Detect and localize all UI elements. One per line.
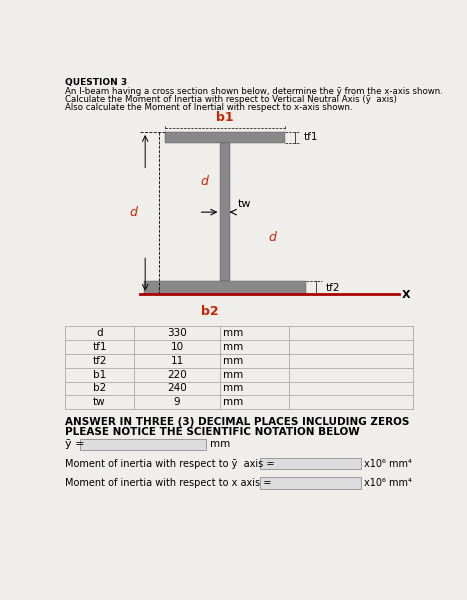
Text: 9: 9 — [174, 397, 180, 407]
Text: An I-beam having a cross section shown below, determine the ȳ from the x-axis sh: An I-beam having a cross section shown b… — [64, 88, 442, 97]
Text: Moment of inertia with respect to ȳ  axis =: Moment of inertia with respect to ȳ axis… — [64, 458, 274, 469]
Text: tf1: tf1 — [92, 342, 106, 352]
Bar — [165, 132, 285, 143]
Text: x10⁶ mm⁴: x10⁶ mm⁴ — [364, 458, 411, 469]
Text: X: X — [402, 290, 410, 299]
Text: ȳ =: ȳ = — [64, 439, 84, 449]
Bar — [220, 143, 230, 281]
Text: x10⁶ mm⁴: x10⁶ mm⁴ — [364, 478, 411, 488]
Text: 11: 11 — [170, 356, 184, 366]
Text: d: d — [129, 206, 137, 220]
Text: mm: mm — [223, 383, 244, 394]
Text: b1: b1 — [93, 370, 106, 380]
Text: ANSWER IN THREE (3) DECIMAL PLACES INCLUDING ZEROS: ANSWER IN THREE (3) DECIMAL PLACES INCLU… — [64, 417, 409, 427]
Text: mm: mm — [223, 342, 244, 352]
Text: Also calculate the Moment of Inertial with respect to x-axis shown.: Also calculate the Moment of Inertial wi… — [64, 103, 352, 112]
Text: Moment of inertia with respect to x axis =: Moment of inertia with respect to x axis… — [64, 478, 271, 488]
Text: 220: 220 — [167, 370, 187, 380]
Text: mm: mm — [210, 439, 231, 449]
Text: tf2: tf2 — [92, 356, 106, 366]
Text: QUESTION 3: QUESTION 3 — [64, 78, 127, 87]
Text: tf1: tf1 — [304, 133, 318, 142]
Text: Calculate the Moment of Inertia with respect to Vertical Neutral Axis (ȳ  axis): Calculate the Moment of Inertia with res… — [64, 95, 396, 104]
Text: tf2: tf2 — [326, 283, 340, 293]
Text: b2: b2 — [93, 383, 106, 394]
Text: mm: mm — [223, 397, 244, 407]
Text: 330: 330 — [167, 328, 187, 338]
Text: d: d — [269, 230, 276, 244]
Text: b1: b1 — [216, 112, 234, 124]
Bar — [260, 458, 361, 469]
Text: mm: mm — [223, 356, 244, 366]
Text: d: d — [201, 175, 209, 188]
Text: d: d — [96, 328, 103, 338]
Bar — [144, 281, 306, 294]
Text: tw: tw — [237, 199, 251, 209]
Bar — [80, 439, 205, 450]
Text: 10: 10 — [170, 342, 184, 352]
Text: mm: mm — [223, 370, 244, 380]
Text: mm: mm — [223, 328, 244, 338]
Text: PLEASE NOTICE THE SCIENTIFIC NOTATION BELOW: PLEASE NOTICE THE SCIENTIFIC NOTATION BE… — [64, 427, 359, 437]
Bar — [260, 477, 361, 488]
Text: tw: tw — [93, 397, 106, 407]
Text: 240: 240 — [167, 383, 187, 394]
Text: b2: b2 — [201, 305, 218, 319]
